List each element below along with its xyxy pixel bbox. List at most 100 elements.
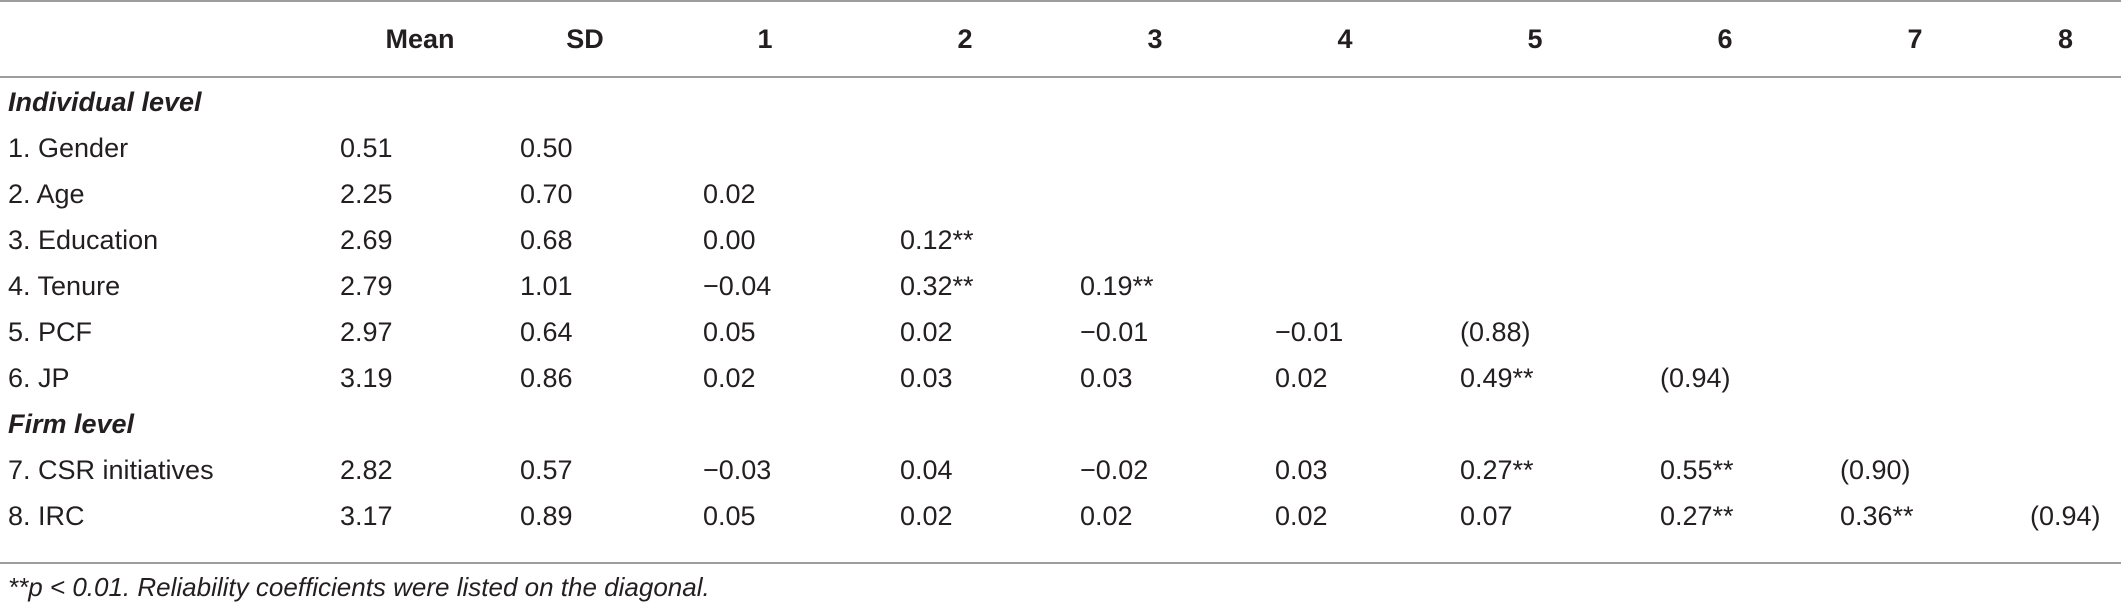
table-cell [870, 125, 1060, 171]
table-cell [1440, 217, 1630, 263]
table-cell [1820, 263, 2010, 309]
row-label: 5. PCF [8, 316, 93, 347]
table-cell: 2.82 [340, 454, 393, 485]
column-header: 7 [1907, 24, 1923, 54]
table-cell: 0.89 [520, 500, 573, 531]
table-cell: 0.03 [1275, 454, 1328, 485]
table-cell [2010, 309, 2121, 355]
row-label: 2. Age [8, 178, 85, 209]
table-cell: 0.51 [340, 132, 393, 163]
header-row: Mean SD 1 2 3 4 5 6 7 8 [0, 2, 2121, 77]
table-cell: 0.02 [1275, 500, 1328, 531]
table-cell [660, 125, 870, 171]
table-cell: 2.69 [340, 224, 393, 255]
table-cell [1630, 263, 1820, 309]
table-cell: (0.94) [1660, 362, 1731, 393]
table-row: 8. IRC 3.17 0.89 0.05 0.02 0.02 0.02 0.07 0.27**… [0, 493, 2121, 539]
table-cell: 0.12** [900, 224, 974, 255]
header-rule [0, 76, 2121, 78]
table-cell [1630, 171, 1820, 217]
table-cell: −0.02 [1080, 454, 1149, 485]
table-cell [1060, 217, 1250, 263]
row-label: 6. JP [8, 362, 70, 393]
table-cell: 0.02 [1080, 500, 1133, 531]
table-cell: 0.04 [900, 454, 953, 485]
row-label: 4. Tenure [8, 270, 121, 301]
top-rule [0, 0, 2121, 2]
table-cell: 0.03 [900, 362, 953, 393]
table-cell: 0.27** [1660, 500, 1734, 531]
row-label: 7. CSR initiatives [8, 454, 214, 485]
column-header: 2 [957, 24, 973, 54]
table-cell: 0.50 [520, 132, 573, 163]
table-cell [1820, 309, 2010, 355]
table-cell [2010, 217, 2121, 263]
table-cell: 0.19** [1080, 270, 1154, 301]
table-cell [1820, 217, 2010, 263]
table-cell [1440, 171, 1630, 217]
column-header: 6 [1717, 24, 1733, 54]
table-cell [2010, 447, 2121, 493]
table-cell [1060, 171, 1250, 217]
table-cell [2010, 171, 2121, 217]
table-cell: 0.02 [703, 178, 756, 209]
table-row: 1. Gender 0.51 0.50 [0, 125, 2121, 171]
table-cell: 0.68 [520, 224, 573, 255]
column-header: 1 [757, 24, 773, 54]
column-header: 5 [1527, 24, 1543, 54]
table-cell: (0.90) [1840, 454, 1911, 485]
table-cell: 0.07 [1460, 500, 1513, 531]
column-header: 3 [1147, 24, 1163, 54]
table-cell: 1.01 [520, 270, 573, 301]
column-header: Mean [385, 24, 455, 54]
table-cell [2010, 355, 2121, 401]
section-row: Firm level [0, 401, 2121, 447]
table-cell [2010, 125, 2121, 171]
row-label: 3. Education [8, 224, 159, 255]
table-cell: 0.70 [520, 178, 573, 209]
table-cell: 3.19 [340, 362, 393, 393]
table-cell: 2.97 [340, 316, 393, 347]
table-cell [1630, 217, 1820, 263]
table-cell: 0.05 [703, 500, 756, 531]
bottom-rule [0, 562, 2121, 564]
column-header: 4 [1337, 24, 1353, 54]
table-row: 2. Age 2.25 0.70 0.02 [0, 171, 2121, 217]
table-footnote: **p < 0.01. Reliability coefficients wer… [8, 572, 710, 602]
table-cell [1250, 263, 1440, 309]
header-blank-cell [0, 2, 330, 77]
table-cell: 0.36** [1840, 500, 1914, 531]
table-cell [1630, 125, 1820, 171]
table-cell: 0.03 [1080, 362, 1133, 393]
table-cell [870, 171, 1060, 217]
table-cell: 2.25 [340, 178, 393, 209]
column-header: 8 [2057, 24, 2074, 54]
table-cell [1440, 125, 1630, 171]
column-header: SD [566, 24, 604, 54]
table-row: 4. Tenure 2.79 1.01 −0.04 0.32** 0.19** [0, 263, 2121, 309]
table-cell: 0.64 [520, 316, 573, 347]
table-cell [1250, 125, 1440, 171]
table-row: 7. CSR initiatives 2.82 0.57 −0.03 0.04 −0.02… [0, 447, 2121, 493]
section-label: Individual level [8, 86, 202, 117]
table-cell [1060, 125, 1250, 171]
table-cell: 0.27** [1460, 454, 1534, 485]
table-body: Individual level 1. Gender 0.51 0.50 2. Age 2… [0, 77, 2121, 539]
table-cell: (0.88) [1460, 316, 1531, 347]
table-cell: 0.02 [703, 362, 756, 393]
table-cell [1440, 263, 1630, 309]
table-cell: 0.02 [1275, 362, 1328, 393]
table-row: 6. JP 3.19 0.86 0.02 0.03 0.03 0.02 0.49** (0.94… [0, 355, 2121, 401]
table-cell [1250, 217, 1440, 263]
table-cell: 0.05 [703, 316, 756, 347]
table-cell [1630, 309, 1820, 355]
table-cell [1820, 125, 2010, 171]
section-row: Individual level [0, 77, 2121, 125]
row-label: 1. Gender [8, 132, 129, 163]
table-cell [2010, 263, 2121, 309]
table-cell: 0.02 [900, 316, 953, 347]
table-cell: −0.01 [1275, 316, 1344, 347]
table-row: 5. PCF 2.97 0.64 0.05 0.02 −0.01 −0.01 (0.88) [0, 309, 2121, 355]
row-label: 8. IRC [8, 500, 85, 531]
